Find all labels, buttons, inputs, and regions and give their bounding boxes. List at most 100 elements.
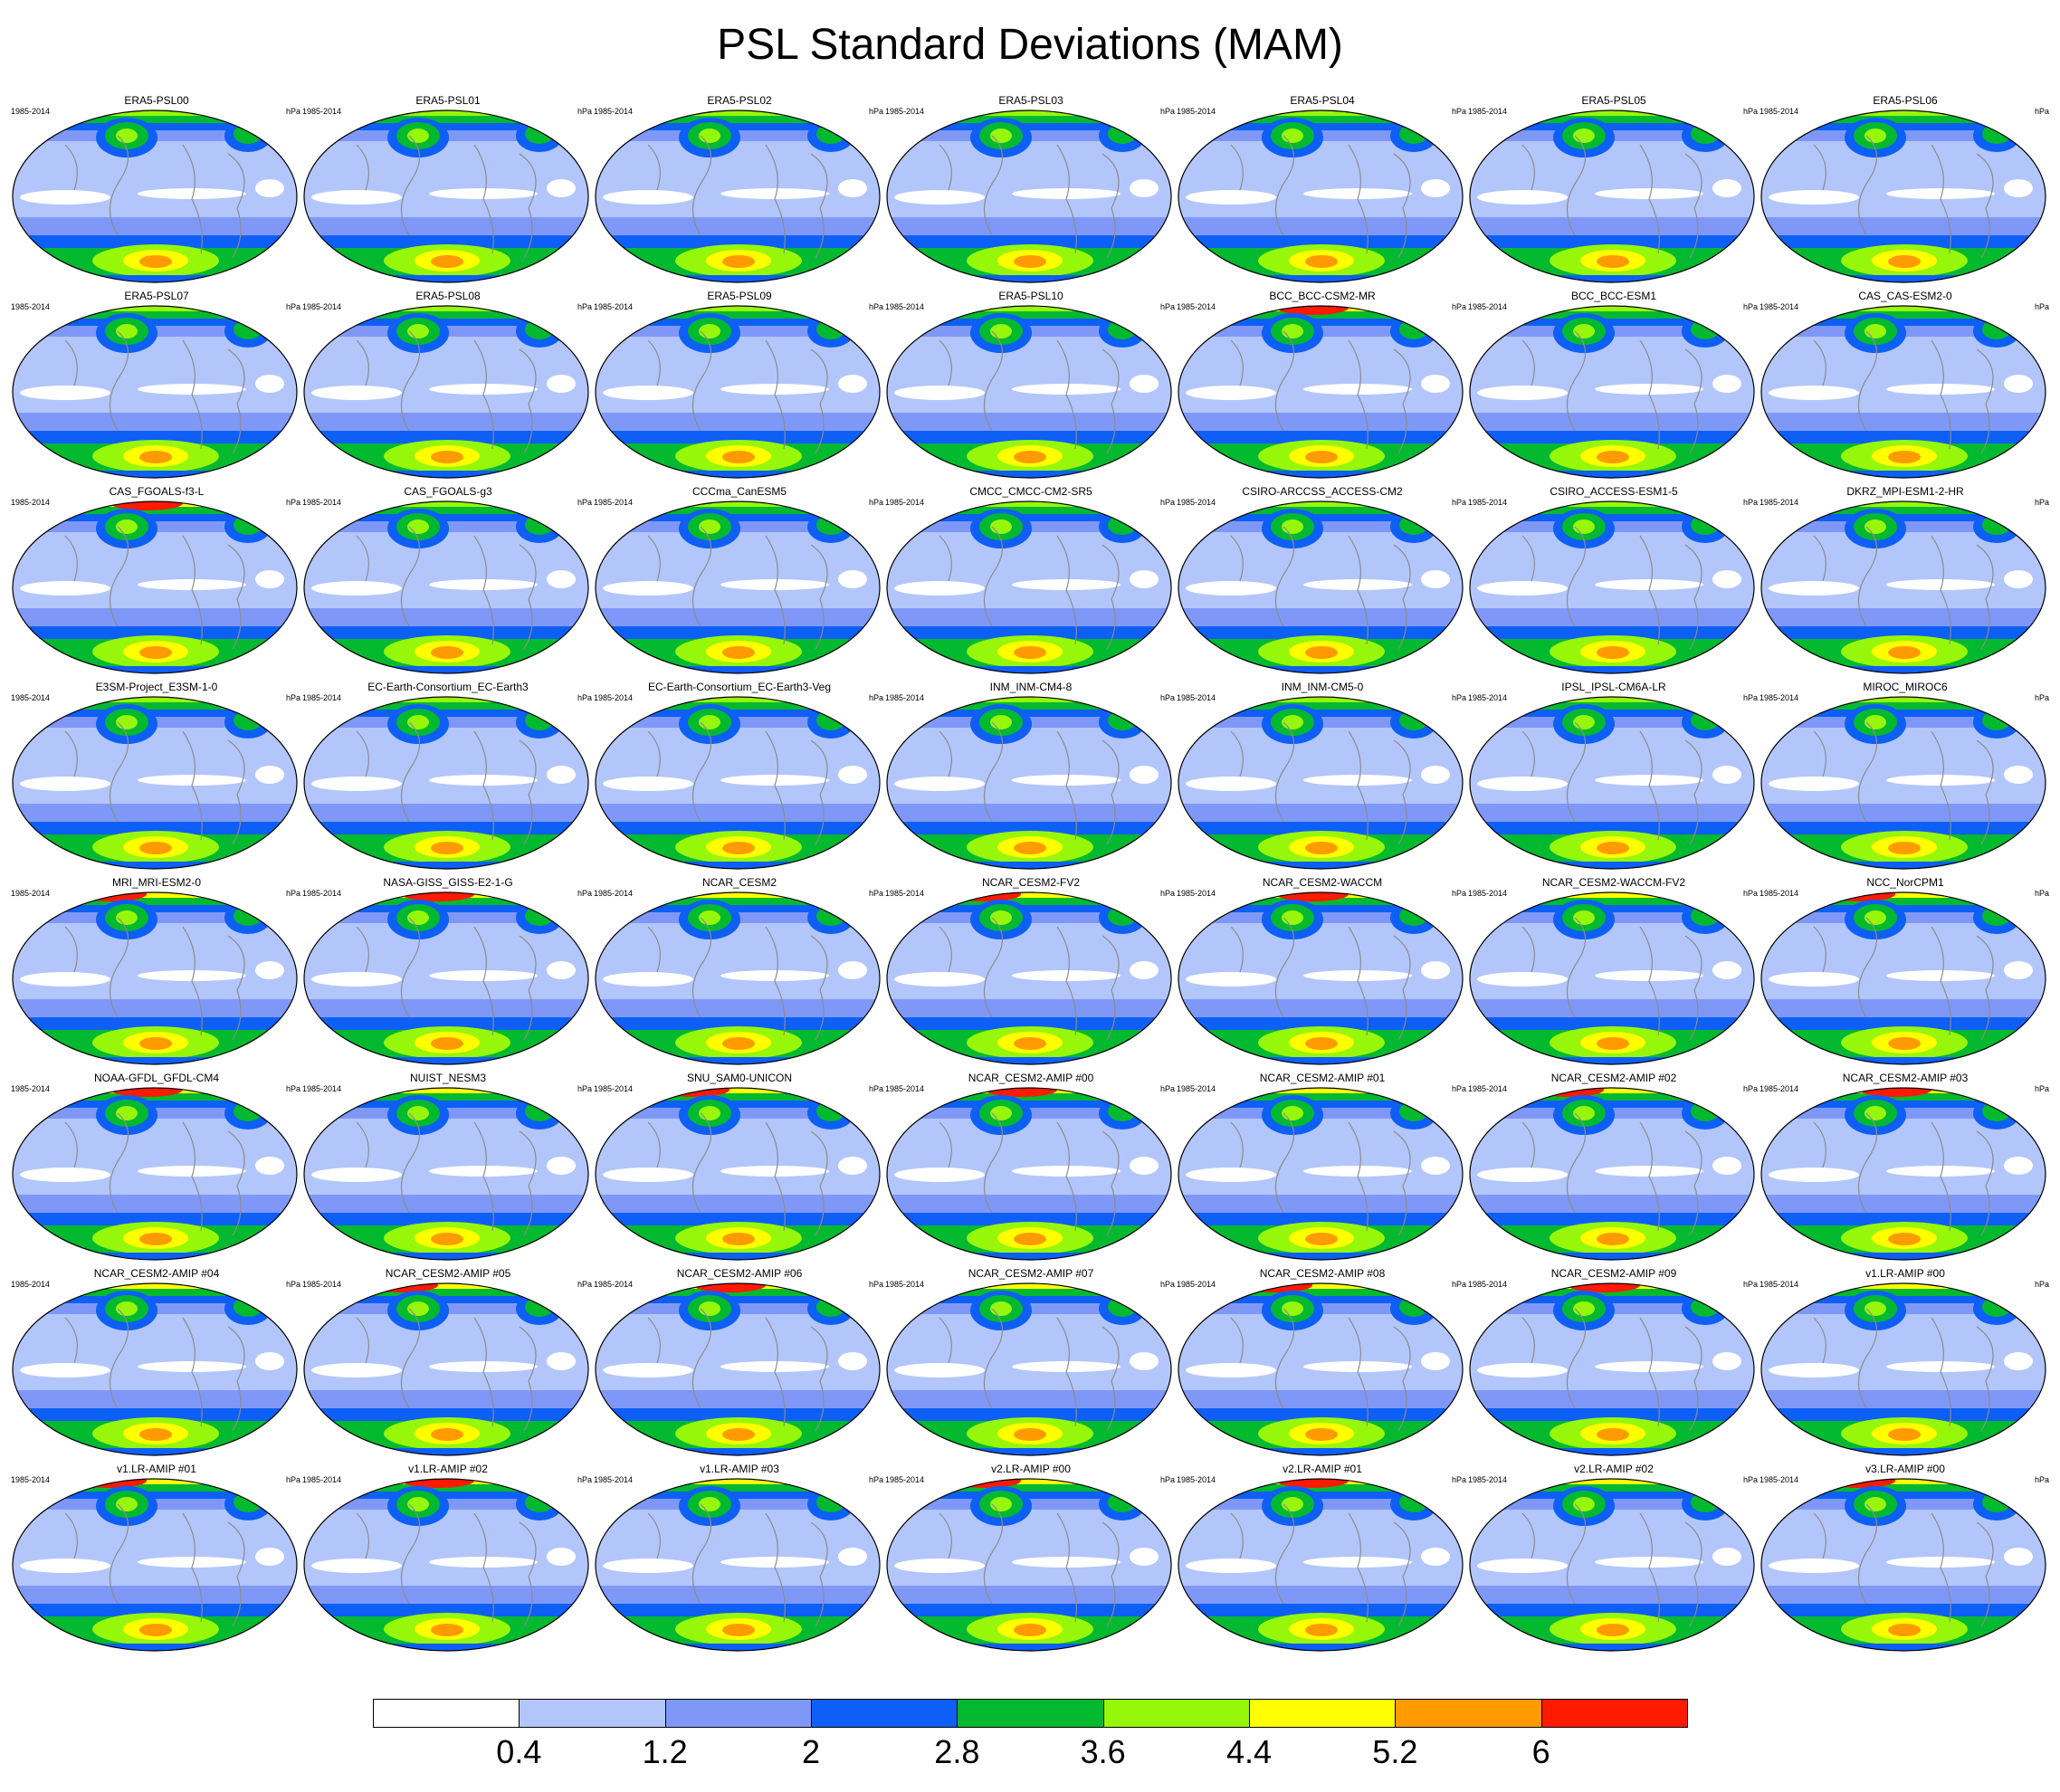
map-field [303,1478,589,1652]
panel-title: NCAR_CESM2-AMIP #00 [968,1072,1094,1084]
panel-period: 1985-2014 [885,693,925,702]
panel-period: 1985-2014 [11,693,51,702]
panel-title: INM_INM-CM5-0 [1281,681,1364,693]
map-field [1178,500,1464,674]
map-panel: v1.LR-AMIP #00 1985-2014 hPa [1760,1267,2051,1456]
map-field [12,110,298,283]
panel-units: hPa [1742,693,1758,702]
colorbar-box [1102,1699,1250,1728]
panel-title: NCAR_CESM2-AMIP #06 [676,1267,803,1280]
map-panel: NCAR_CESM2-AMIP #09 1985-2014 hPa [1468,1267,1760,1456]
map-panel: v2.LR-AMIP #01 1985-2014 hPa [1177,1463,1468,1652]
panel-title: MIROC_MIROC6 [1863,681,1948,693]
map-field [303,500,589,674]
panel-units: hPa [1159,498,1175,507]
panel-period: 1985-2014 [302,107,342,116]
colorbar-tick-label: 3.6 [1080,1733,1126,1770]
map-panel: NCAR_CESM2-AMIP #02 1985-2014 hPa [1468,1072,1760,1261]
map-field [1178,696,1464,870]
map-panel: BCC_BCC-CSM2-MR 1985-2014 hPa [1177,290,1468,479]
panel-units: hPa [285,693,300,702]
map-panel: CSIRO_ACCESS-ESM1-5 1985-2014 hPa [1468,485,1760,674]
map-panel: INM_INM-CM5-0 1985-2014 hPa [1177,681,1468,870]
panel-units: hPa [1451,498,1466,507]
panel-title: EC-Earth-Consortium_EC-Earth3-Veg [647,681,832,693]
panel-units: hPa [1159,107,1175,116]
panel-period: 1985-2014 [1177,889,1216,898]
colorbar-tick-label: 1.2 [642,1733,688,1770]
map-field [595,1087,881,1261]
colorbar-tick-label: 2 [801,1733,821,1770]
panel-title: CAS_FGOALS-f3-L [109,485,205,498]
panel-title: NCAR_CESM2-AMIP #01 [1259,1072,1386,1084]
panel-units: hPa [577,889,592,898]
colorbar-tick-label: 0.4 [496,1733,542,1770]
panel-units: hPa [1451,107,1466,116]
panel-period: 1985-2014 [594,302,634,311]
map-field [12,891,298,1065]
map-panel: NASA-GISS_GISS-E2-1-G 1985-2014 hPa [302,876,594,1065]
panel-title: v1.LR-AMIP #00 [1865,1267,1945,1280]
colorbar-box [373,1699,520,1728]
map-panel: ERA5-PSL09 1985-2014 hPa [594,290,885,479]
map-panel: SNU_SAM0-UNICON 1985-2014 hPa [594,1072,885,1261]
map-panel: NCAR_CESM2-WACCM 1985-2014 hPa [1177,876,1468,1065]
figure-title: PSL Standard Deviations (MAM) [717,21,1343,69]
panel-title: ERA5-PSL10 [998,290,1063,302]
panel-units: hPa [1451,1084,1466,1093]
panel-period: 1985-2014 [302,1475,342,1484]
map-panel: ERA5-PSL00 1985-2014 hPa [11,94,302,283]
panel-period: 1985-2014 [1468,1280,1508,1289]
panel-period: 1985-2014 [1468,889,1508,898]
panel-title: CAS_CAS-ESM2-0 [1858,290,1952,302]
panel-units: hPa [1451,693,1466,702]
panel-title: ERA5-PSL01 [415,94,481,107]
map-panel: NCAR_CESM2-AMIP #06 1985-2014 hPa [594,1267,885,1456]
map-panel: CMCC_CMCC-CM2-SR5 1985-2014 hPa [885,485,1177,674]
panel-units: hPa [1159,889,1175,898]
panel-period: 1985-2014 [1468,107,1508,116]
panel-period: 1985-2014 [594,1280,634,1289]
panel-period: 1985-2014 [11,498,51,507]
panel-title: NUIST_NESM3 [409,1072,487,1084]
panel-period: 1985-2014 [594,498,634,507]
panel-title: v1.LR-AMIP #03 [700,1463,779,1475]
panel-units: hPa [2034,889,2049,898]
panel-title: MRI_MRI-ESM2-0 [111,876,201,889]
map-panel: NCAR_CESM2-AMIP #04 1985-2014 hPa [11,1267,302,1456]
panel-title: DKRZ_MPI-ESM1-2-HR [1846,485,1964,498]
panel-period: 1985-2014 [1177,1280,1216,1289]
panel-units: hPa [285,1280,300,1289]
map-panel: EC-Earth-Consortium_EC-Earth3-Veg 1985-20… [594,681,885,870]
panel-units: hPa [577,693,592,702]
map-field [1760,305,2046,479]
map-panel: MRI_MRI-ESM2-0 1985-2014 hPa [11,876,302,1065]
panel-units: hPa [868,107,883,116]
panel-title: ERA5-PSL08 [415,290,481,302]
panel-title: INM_INM-CM4-8 [989,681,1073,693]
map-panel: NCAR_CESM2-WACCM-FV2 1985-2014 hPa [1468,876,1760,1065]
map-field [886,1087,1172,1261]
panel-period: 1985-2014 [1760,107,1799,116]
panel-period: 1985-2014 [594,1084,634,1093]
panel-units: hPa [1742,1475,1758,1484]
panel-title: NASA-GISS_GISS-E2-1-G [383,876,513,889]
panel-period: 1985-2014 [885,107,925,116]
panel-title: ERA5-PSL09 [707,290,772,302]
colorbar-tick-label: 2.8 [934,1733,980,1770]
panel-units: hPa [285,1084,300,1093]
panel-title: NCAR_CESM2-AMIP #09 [1550,1267,1677,1280]
panel-period: 1985-2014 [11,302,51,311]
panel-units: hPa [285,107,300,116]
map-field [1760,1478,2046,1652]
map-field [1760,1087,2046,1261]
panel-title: NCAR_CESM2-WACCM [1262,876,1383,889]
panel-units: hPa [285,1475,300,1484]
panel-period: 1985-2014 [1177,107,1216,116]
panel-period: 1985-2014 [11,889,51,898]
map-panel: ERA5-PSL07 1985-2014 hPa [11,290,302,479]
panel-units: hPa [2034,1475,2049,1484]
map-field [303,1282,589,1456]
colorbar-box [1540,1699,1688,1728]
map-field [595,1478,881,1652]
